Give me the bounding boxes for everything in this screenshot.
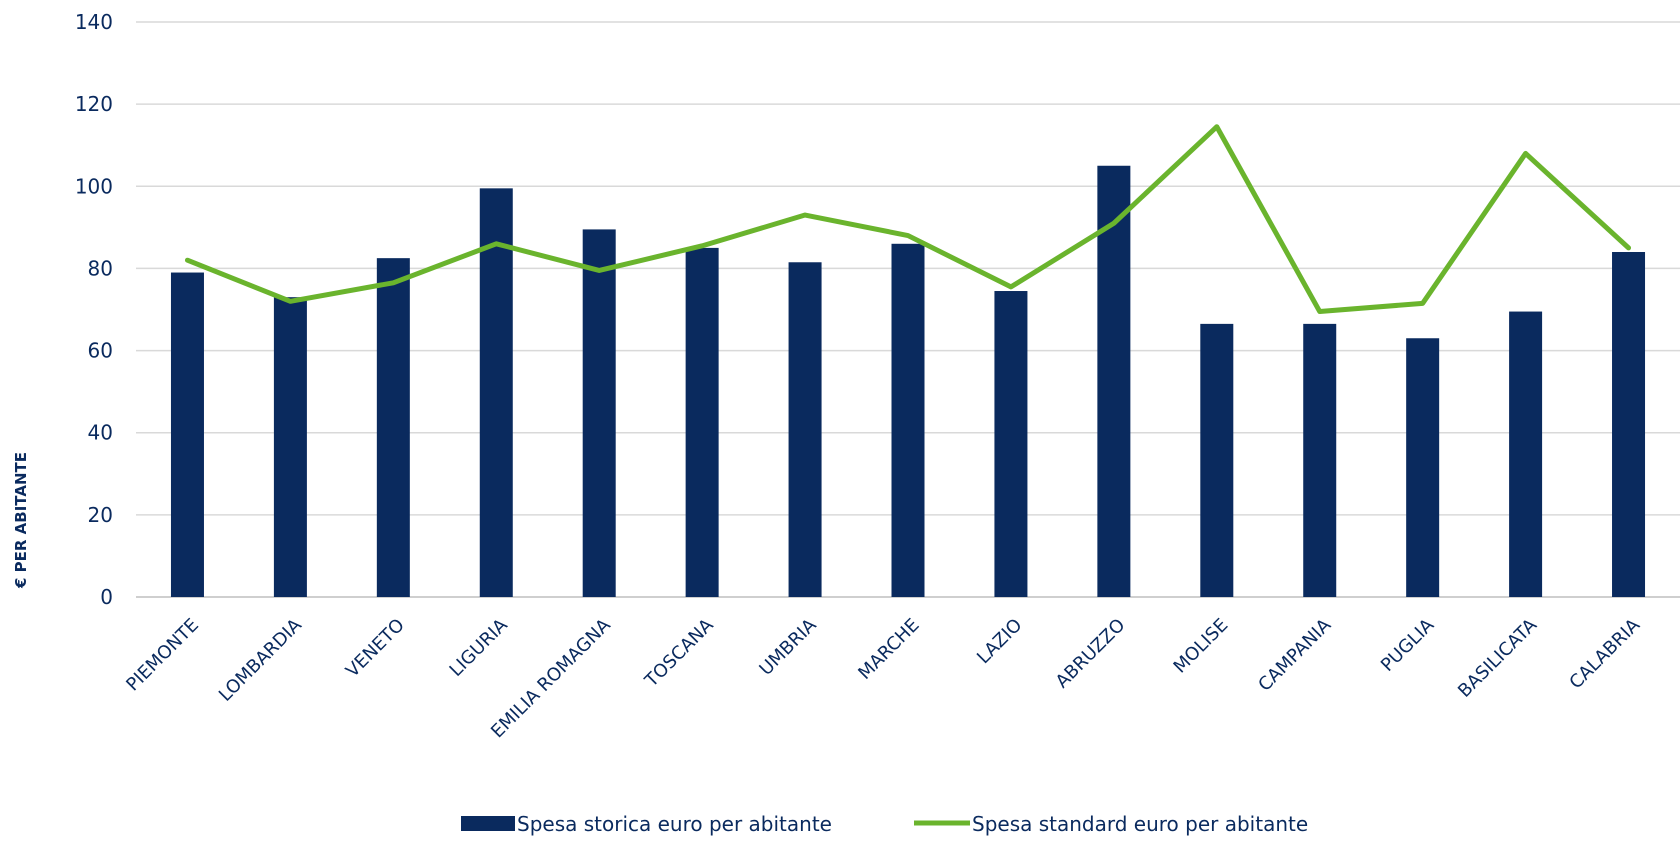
x-tick-label: LIGURIA [446,614,513,681]
bar [891,243,925,598]
x-tick-label: PUGLIA [1377,614,1439,676]
x-tick-label: UMBRIA [755,614,821,680]
x-tick-label: MOLISE [1170,615,1233,678]
line-series [184,124,1632,315]
y-tick-label: 60 [88,339,113,363]
y-tick-label: 0 [100,585,113,609]
x-tick-label: VENETO [342,615,409,682]
y-axis-ticks: 0 20 40 60 80 100 120 140 [75,10,113,609]
y-tick-label: 80 [88,256,113,280]
bar [170,272,204,597]
bar [479,188,513,597]
bar [582,229,616,598]
legend: Spesa storica euro per abitante Spesa sta… [461,812,1308,836]
bar [376,258,410,597]
bar [685,247,719,597]
x-tick-label: ABRUZZO [1052,615,1130,693]
bar [273,297,307,597]
legend-label-line: Spesa standard euro per abitante [972,812,1308,836]
x-tick-label: MARCHE [854,615,923,684]
y-tick-label: 120 [75,92,113,116]
legend-swatch-bar [461,816,515,831]
bar [994,291,1028,597]
y-tick-label: 140 [75,10,113,34]
bar [1200,323,1234,597]
bar [1612,252,1646,597]
bar [1097,165,1131,597]
y-axis-label: € PER ABITANTE [12,452,30,589]
x-tick-label: TOSCANA [640,614,718,692]
y-tick-label: 100 [75,174,113,198]
bar [1303,323,1337,597]
bar-series [170,165,1646,598]
y-tick-label: 40 [88,421,113,445]
x-tick-label: LOMBARDIA [215,614,307,706]
y-tick-label: 20 [88,503,113,527]
bar [1406,338,1440,597]
x-tick-label: LAZIO [973,615,1026,668]
x-tick-label: BASILICATA [1454,614,1542,702]
bar [1509,311,1543,597]
x-tick-label: PIEMONTE [122,615,203,696]
x-tick-label: CALABRIA [1565,614,1644,693]
x-tick-label: CAMPANIA [1254,614,1335,695]
bar [788,262,822,597]
legend-label-bar: Spesa storica euro per abitante [517,812,832,836]
